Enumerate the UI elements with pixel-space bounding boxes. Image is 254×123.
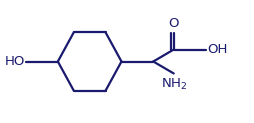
Text: O: O (168, 17, 178, 30)
Text: HO: HO (4, 55, 25, 68)
Text: NH$_2$: NH$_2$ (160, 77, 186, 92)
Text: OH: OH (206, 43, 226, 56)
